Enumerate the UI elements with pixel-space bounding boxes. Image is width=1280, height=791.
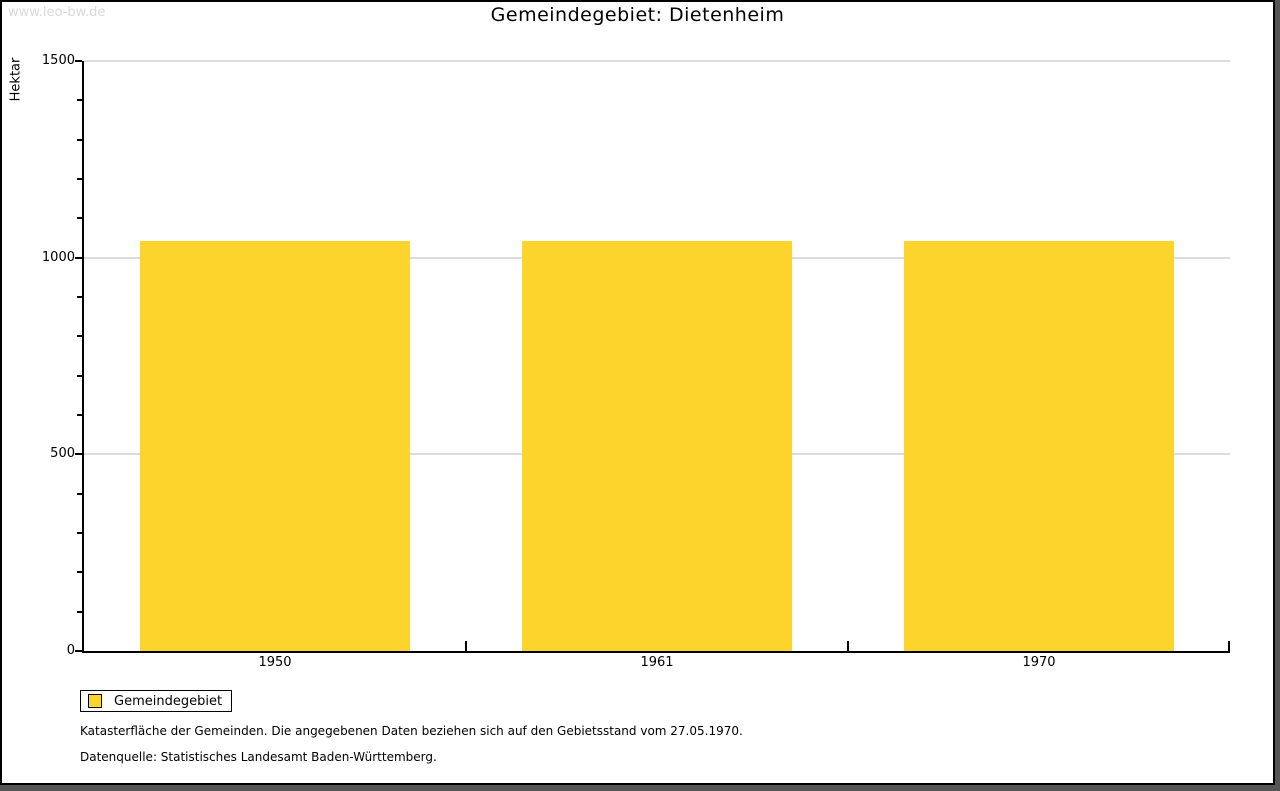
y-tick-label-500: 500 bbox=[50, 446, 75, 462]
bar-1950 bbox=[140, 241, 410, 651]
bar-1961 bbox=[522, 241, 792, 651]
page-title: Gemeindegebiet: Dietenheim bbox=[490, 4, 785, 26]
legend-swatch-icon bbox=[88, 694, 102, 708]
x-axis-tick bbox=[465, 641, 467, 651]
y-tick-label-1500: 1500 bbox=[41, 53, 75, 68]
y-major-tick-0 bbox=[75, 650, 82, 652]
x-tick-label-1961: 1961 bbox=[640, 655, 674, 670]
y-tick-label-0: 0 bbox=[66, 643, 75, 658]
y-major-tick-500 bbox=[75, 453, 82, 456]
y-tick-label-1000: 1000 bbox=[41, 249, 75, 265]
y-major-tick-1000 bbox=[75, 256, 82, 259]
y-minor-tick-700 bbox=[77, 374, 82, 377]
x-axis-end-tick bbox=[1228, 641, 1230, 651]
gridline-1500 bbox=[84, 60, 1230, 62]
y-minor-tick-100 bbox=[77, 610, 82, 613]
y-minor-tick-400 bbox=[77, 492, 82, 495]
x-axis-line bbox=[82, 651, 1230, 653]
y-minor-tick-1300 bbox=[77, 138, 82, 141]
watermark-text: www.leo-bw.de bbox=[8, 5, 106, 20]
legend-label: Gemeindegebiet bbox=[114, 693, 223, 709]
y-minor-tick-200 bbox=[77, 571, 82, 574]
y-minor-tick-1400 bbox=[77, 99, 82, 102]
y-axis-line bbox=[82, 61, 84, 653]
x-tick-label-1950: 1950 bbox=[258, 655, 292, 670]
y-minor-tick-1100 bbox=[77, 217, 82, 220]
y-major-tick-1500 bbox=[75, 60, 82, 62]
legend-box: Gemeindegebiet bbox=[80, 690, 233, 712]
footnote-source-note: Katasterfläche der Gemeinden. Die angege… bbox=[80, 724, 743, 738]
y-axis-title: Hektar bbox=[8, 57, 24, 102]
y-minor-tick-300 bbox=[77, 532, 82, 534]
y-minor-tick-800 bbox=[77, 335, 82, 338]
x-axis-tick bbox=[847, 641, 849, 651]
y-minor-tick-900 bbox=[77, 296, 82, 298]
footnote-data-source: Datenquelle: Statistisches Landesamt Bad… bbox=[80, 750, 437, 764]
y-minor-tick-600 bbox=[77, 414, 82, 416]
bar-1970 bbox=[904, 241, 1174, 651]
y-minor-tick-1200 bbox=[77, 178, 82, 180]
x-tick-label-1970: 1970 bbox=[1022, 655, 1056, 670]
